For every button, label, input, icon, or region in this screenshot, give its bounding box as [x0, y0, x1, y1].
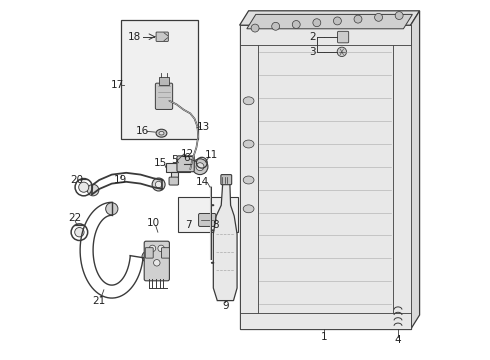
Ellipse shape	[159, 131, 164, 135]
Text: 15: 15	[154, 158, 167, 168]
Bar	[258, 45, 392, 313]
Circle shape	[271, 22, 280, 30]
Text: 20: 20	[70, 175, 83, 185]
FancyBboxPatch shape	[144, 241, 170, 281]
Circle shape	[337, 47, 346, 57]
Circle shape	[192, 159, 208, 175]
Circle shape	[79, 182, 89, 192]
Circle shape	[152, 178, 165, 191]
Bar	[240, 25, 411, 45]
Circle shape	[149, 245, 156, 252]
Text: 14: 14	[196, 177, 210, 187]
FancyBboxPatch shape	[198, 213, 216, 226]
Text: 1: 1	[321, 332, 327, 342]
FancyBboxPatch shape	[169, 177, 178, 185]
Text: 22: 22	[69, 213, 82, 223]
FancyBboxPatch shape	[145, 248, 153, 258]
Text: 7: 7	[185, 220, 192, 230]
Text: 8: 8	[212, 220, 219, 230]
Circle shape	[334, 17, 342, 25]
FancyBboxPatch shape	[338, 31, 349, 43]
Text: 16: 16	[136, 126, 149, 136]
Text: 18: 18	[127, 32, 141, 42]
Text: 21: 21	[93, 296, 106, 306]
Text: 19: 19	[114, 175, 127, 185]
Circle shape	[153, 260, 160, 266]
Circle shape	[106, 203, 118, 215]
Bar	[166, 163, 190, 172]
Bar	[240, 25, 411, 329]
Bar	[178, 197, 238, 232]
Circle shape	[375, 13, 383, 21]
Text: 4: 4	[394, 335, 401, 345]
Circle shape	[251, 24, 259, 32]
FancyBboxPatch shape	[162, 248, 170, 258]
Text: 11: 11	[205, 150, 219, 160]
Text: 5: 5	[171, 155, 177, 165]
Text: 10: 10	[147, 218, 160, 228]
Circle shape	[142, 251, 153, 262]
Ellipse shape	[243, 176, 254, 184]
Bar	[240, 25, 258, 329]
Circle shape	[158, 245, 164, 252]
Ellipse shape	[243, 140, 254, 148]
Text: 17: 17	[111, 80, 124, 90]
Text: 3: 3	[309, 47, 316, 57]
Circle shape	[74, 228, 84, 237]
Circle shape	[155, 181, 162, 188]
Bar	[392, 25, 411, 329]
FancyBboxPatch shape	[221, 175, 232, 185]
Polygon shape	[213, 184, 237, 301]
Ellipse shape	[156, 129, 167, 137]
Text: 12: 12	[181, 149, 194, 159]
FancyBboxPatch shape	[155, 83, 172, 109]
Polygon shape	[411, 11, 419, 329]
Text: 6: 6	[183, 153, 190, 163]
Bar	[159, 77, 169, 85]
FancyBboxPatch shape	[156, 32, 169, 41]
FancyBboxPatch shape	[177, 156, 194, 172]
Circle shape	[354, 15, 362, 23]
Circle shape	[196, 163, 204, 171]
Circle shape	[395, 12, 403, 19]
Circle shape	[87, 184, 99, 196]
Ellipse shape	[243, 97, 254, 105]
Ellipse shape	[243, 205, 254, 213]
Polygon shape	[240, 11, 419, 25]
Polygon shape	[247, 14, 413, 29]
Circle shape	[313, 19, 321, 27]
Bar	[240, 313, 411, 329]
Bar	[121, 20, 198, 139]
Text: 2: 2	[309, 32, 316, 42]
Circle shape	[292, 21, 300, 28]
Bar	[171, 172, 178, 184]
Text: 9: 9	[222, 301, 228, 311]
Text: 13: 13	[197, 122, 210, 132]
